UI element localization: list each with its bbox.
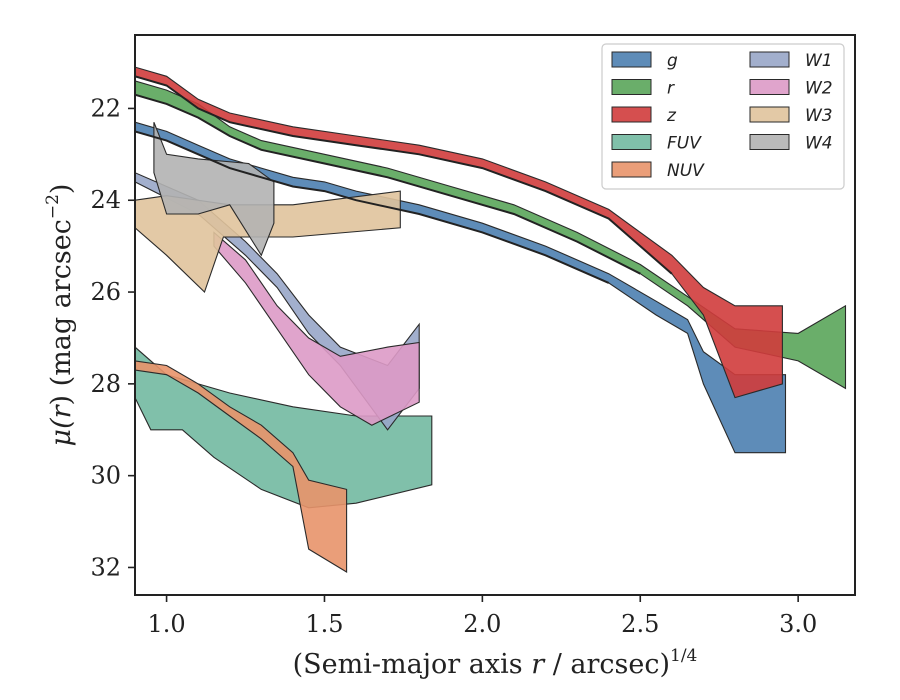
legend-label-w4: W4 bbox=[805, 134, 833, 154]
profile-outline-layer bbox=[135, 75, 673, 284]
band-layer bbox=[135, 66, 847, 573]
y-axis: 22 24 26 28 30 32 bbox=[90, 94, 135, 581]
x-tick-label: 1.0 bbox=[147, 610, 185, 638]
band-fuv bbox=[135, 346, 433, 509]
plot-frame bbox=[134, 34, 856, 596]
x-tick-label: 2.5 bbox=[621, 610, 659, 638]
legend-swatch-w2 bbox=[749, 79, 790, 95]
legend-label-nuv: NUV bbox=[667, 161, 705, 181]
y-tick-label: 22 bbox=[90, 94, 121, 122]
band-nuv bbox=[135, 360, 348, 573]
x-axis: 1.0 1.5 2.0 2.5 3.0 bbox=[147, 595, 817, 638]
legend: grz FUV NUV W1 W2 W3 W4 bbox=[601, 43, 845, 190]
legend-swatch-nuv bbox=[611, 161, 652, 178]
y-tick-label: 26 bbox=[90, 278, 121, 306]
legend-swatch-w3 bbox=[749, 106, 790, 123]
legend-label-z: z bbox=[666, 106, 677, 126]
legend-swatch-g bbox=[611, 51, 652, 68]
x-tick-label: 1.5 bbox=[305, 610, 343, 638]
legend-label-r: r bbox=[667, 79, 675, 99]
legend-swatch-fuv bbox=[611, 134, 652, 150]
legend-swatch-r bbox=[611, 79, 652, 95]
y-tick-label: 32 bbox=[90, 553, 121, 581]
x-tick-label: 3.0 bbox=[779, 610, 817, 638]
y-tick-label: 24 bbox=[90, 186, 121, 214]
y-tick-label: 28 bbox=[90, 370, 121, 398]
x-axis-title: (Semi-major axis r / arcsec)1/4 bbox=[293, 646, 698, 680]
band-w4 bbox=[153, 121, 275, 257]
legend-label-w2: W2 bbox=[805, 79, 833, 99]
profile-outline-3 bbox=[135, 130, 610, 284]
legend-label-g: g bbox=[667, 51, 678, 71]
profile-outline-2 bbox=[135, 93, 641, 275]
legend-swatch-w1 bbox=[749, 51, 790, 68]
y-axis-title: μ(r) (mag arcsec−2) bbox=[43, 184, 77, 447]
legend-label-fuv: FUV bbox=[667, 134, 702, 154]
y-tick-label: 30 bbox=[90, 462, 121, 490]
legend-label-w1: W1 bbox=[805, 51, 833, 71]
legend-swatch-z bbox=[611, 106, 652, 123]
legend-label-w3: W3 bbox=[805, 106, 833, 126]
legend-swatch-w4 bbox=[749, 134, 790, 150]
band-w2 bbox=[213, 231, 420, 426]
profile-outline-1 bbox=[135, 75, 673, 275]
x-tick-label: 2.0 bbox=[463, 610, 501, 638]
